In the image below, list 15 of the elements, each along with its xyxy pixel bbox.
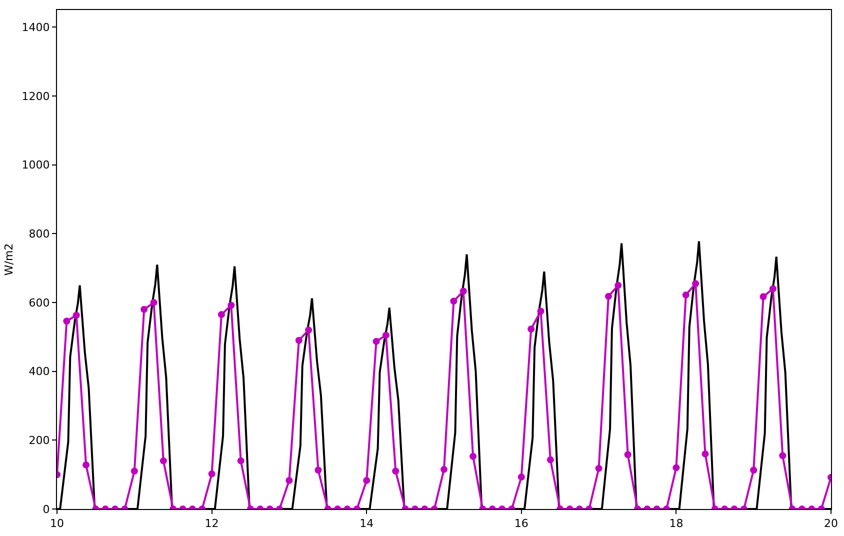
x-tick-label: 12 <box>204 517 219 530</box>
y-tick-label: 1400 <box>22 21 50 34</box>
y-tick-label: 400 <box>28 365 50 378</box>
x-tick-label: 16 <box>514 517 528 530</box>
y-tick-label: 1000 <box>22 158 50 172</box>
x-tick-label: 18 <box>669 517 684 530</box>
x-tick-label: 14 <box>360 517 374 530</box>
y-tick-label: 600 <box>28 296 50 310</box>
y-axis-title: W/m2 <box>2 243 16 276</box>
x-tick-label: 10 <box>50 517 64 530</box>
x-tick-label: 20 <box>824 517 838 530</box>
y-tick-label: 1200 <box>22 90 50 103</box>
y-tick-label: 0 <box>42 502 50 516</box>
y-tick-label: 800 <box>28 228 50 241</box>
y-tick-label: 200 <box>28 434 50 448</box>
